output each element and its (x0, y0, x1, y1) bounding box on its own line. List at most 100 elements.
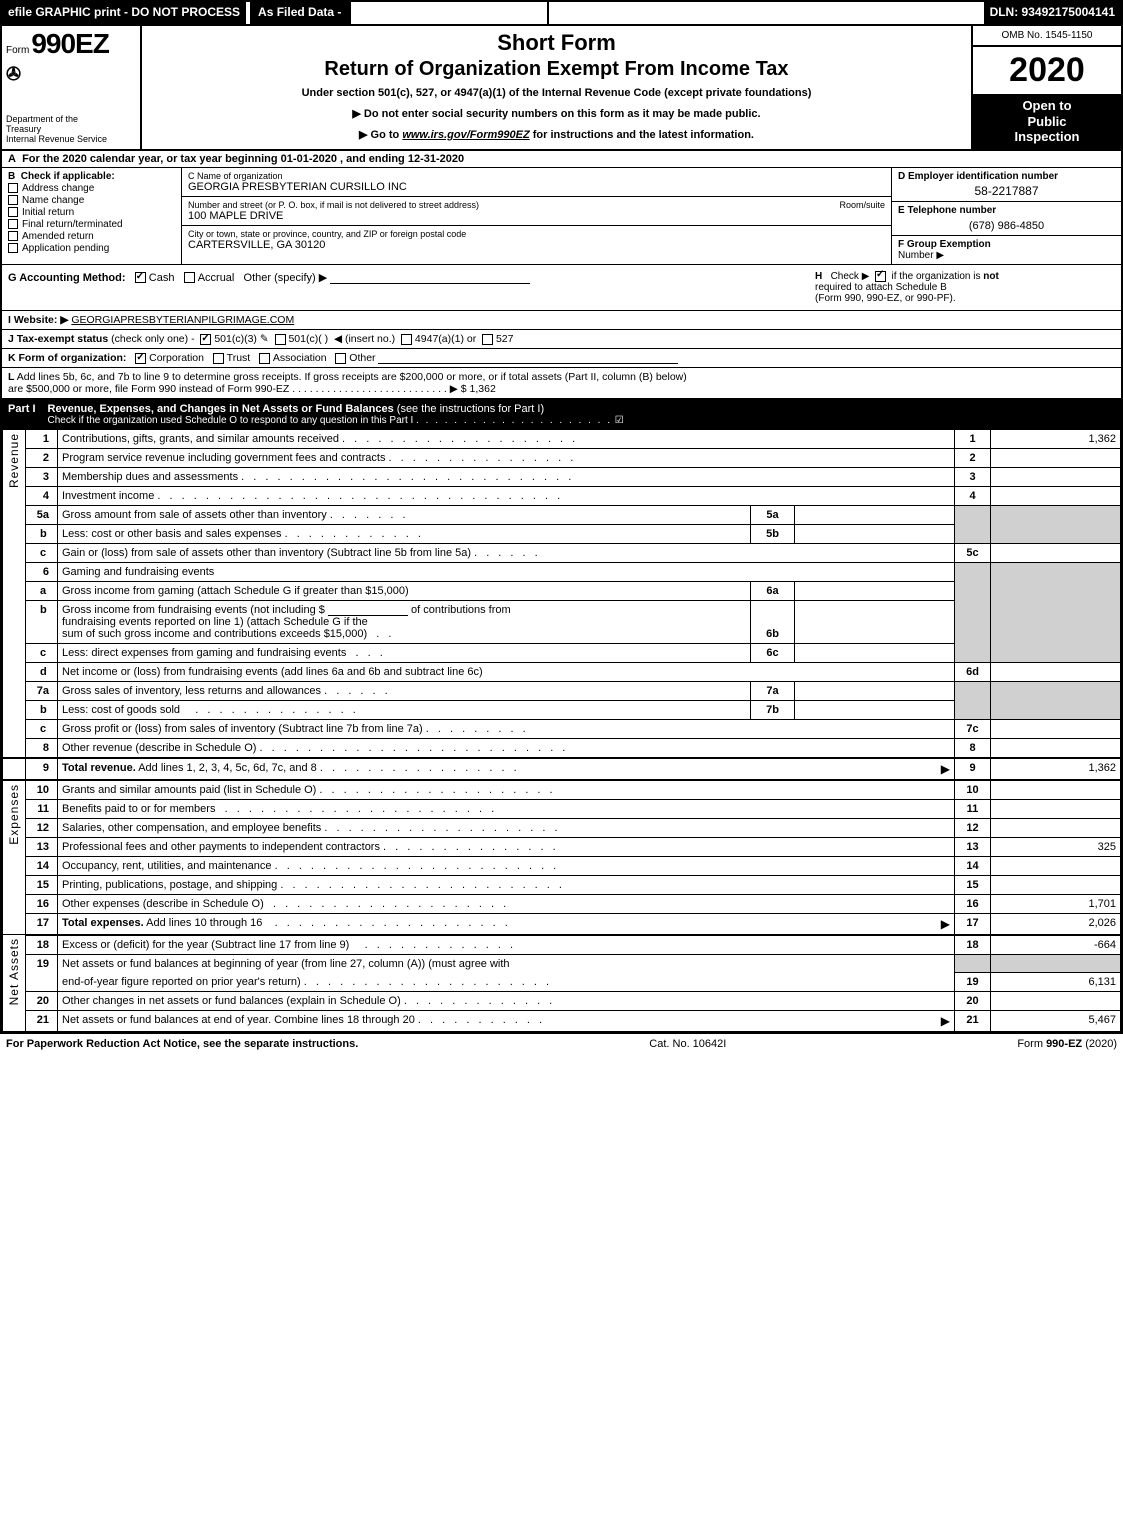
line-a-text: For the 2020 calendar year, or tax year … (22, 153, 464, 165)
line-2: 2 Program service revenue including gove… (3, 448, 1121, 467)
line-a-letter: A (8, 153, 16, 165)
chk-501c3[interactable] (200, 334, 211, 345)
d-label: D Employer identification number (898, 171, 1115, 182)
row-k: K Form of organization: Corporation Trus… (2, 349, 1121, 368)
l6b-blank[interactable] (328, 604, 408, 616)
triangle-icon: ▶ (941, 917, 950, 931)
b-label: B Check if applicable: (8, 171, 175, 182)
c-addr-value: 100 MAPLE DRIVE (188, 210, 885, 222)
part-i-header: Part I Revenue, Expenses, and Changes in… (2, 400, 1121, 429)
g-other-blank[interactable] (330, 272, 530, 284)
b-text: Check if applicable: (21, 171, 115, 182)
part-i-label: Part I (8, 403, 48, 415)
opt: Address change (22, 183, 94, 194)
chk-name-change[interactable]: Name change (8, 195, 175, 206)
footer-right: Form 990-EZ (2020) (1017, 1038, 1117, 1050)
h-line3: (Form 990, 990-EZ, or 990-PF). (815, 293, 956, 304)
g-accrual: Accrual (198, 272, 235, 284)
chk-other-org[interactable] (335, 353, 346, 364)
chk-accrual[interactable] (184, 272, 195, 283)
f-group: F Group Exemption Number ▶ (892, 236, 1121, 264)
opt: Amended return (22, 231, 94, 242)
h-text1: Check ▶ (831, 271, 870, 282)
open-line1: Open to (977, 98, 1117, 114)
lines-table: Revenue 1 Contributions, gifts, grants, … (2, 429, 1121, 1033)
arrow-line-1: ▶ Do not enter social security numbers o… (150, 107, 963, 120)
footer-left: For Paperwork Reduction Act Notice, see … (6, 1038, 358, 1050)
line-17: 17 Total expenses. Add lines 10 through … (3, 913, 1121, 935)
chk-initial-return[interactable]: Initial return (8, 207, 175, 218)
chk-application-pending[interactable]: Application pending (8, 243, 175, 254)
part-i-sub: Check if the organization used Schedule … (48, 415, 1115, 426)
row-l: L Add lines 5b, 6c, and 7b to line 9 to … (2, 368, 1121, 400)
k-other-blank[interactable] (378, 352, 678, 364)
line-6: 6 Gaming and fundraising events (3, 562, 1121, 581)
line-11: 11 Benefits paid to or for members . . .… (3, 799, 1121, 818)
chk-4947[interactable] (401, 334, 412, 345)
c-addr-label: Number and street (or P. O. box, if mail… (188, 200, 885, 210)
chk-final-return[interactable]: Final return/terminated (8, 219, 175, 230)
form-number: Form 990EZ (6, 28, 136, 60)
g-cash: Cash (149, 272, 175, 284)
line-a: A For the 2020 calendar year, or tax yea… (2, 151, 1121, 168)
j-o3: 4947(a)(1) or (415, 333, 476, 345)
line-6d: d Net income or (loss) from fundraising … (3, 662, 1121, 681)
line-12: 12 Salaries, other compensation, and emp… (3, 818, 1121, 837)
part-i-title-wrap: Revenue, Expenses, and Changes in Net As… (48, 403, 1115, 426)
chk-cash[interactable] (135, 272, 146, 283)
footer-center: Cat. No. 10642I (649, 1038, 726, 1050)
j-o4: 527 (496, 333, 514, 345)
l-value: 1,362 (470, 383, 496, 395)
triangle-icon: ▶ (941, 1014, 950, 1028)
chk-amended-return[interactable]: Amended return (8, 231, 175, 242)
line-9: 9 Total revenue. Add lines 1, 2, 3, 4, 5… (3, 758, 1121, 780)
j-label: J Tax-exempt status (8, 333, 108, 345)
line-19a: 19 Net assets or fund balances at beginn… (3, 954, 1121, 973)
chk-h[interactable] (875, 271, 886, 282)
checkbox-icon (8, 219, 18, 229)
side-netassets: Net Assets (3, 935, 26, 1032)
chk-527[interactable] (482, 334, 493, 345)
h-not: not (983, 271, 999, 282)
k-o4: Other (349, 352, 375, 364)
checkbox-icon (8, 195, 18, 205)
side-revenue: Revenue (3, 429, 26, 758)
footer: For Paperwork Reduction Act Notice, see … (0, 1034, 1123, 1054)
chk-association[interactable] (259, 353, 270, 364)
chk-501c[interactable] (275, 334, 286, 345)
part-i-checked: ☑ (615, 415, 624, 426)
j-o1: 501(c)(3) (214, 333, 257, 345)
line-10: Expenses 10 Grants and similar amounts p… (3, 780, 1121, 800)
line-21: 21 Net assets or fund balances at end of… (3, 1011, 1121, 1032)
top-bar: efile GRAPHIC print - DO NOT PROCESS As … (2, 2, 1121, 26)
open-line3: Inspection (977, 129, 1117, 145)
line-6c: c Less: direct expenses from gaming and … (3, 643, 1121, 662)
line-18: Net Assets 18 Excess or (deficit) for th… (3, 935, 1121, 955)
l-text2: are $500,000 or more, file Form 990 inst… (8, 383, 289, 395)
chk-corporation[interactable] (135, 353, 146, 364)
form-990ez: efile GRAPHIC print - DO NOT PROCESS As … (0, 0, 1123, 1034)
checkbox-icon (8, 243, 18, 253)
line-15: 15 Printing, publications, postage, and … (3, 875, 1121, 894)
line-8: 8 Other revenue (describe in Schedule O)… (3, 738, 1121, 758)
c-name-label: C Name of organization (188, 171, 885, 181)
header: Form 990EZ ✇ Department of the Treasury … (2, 26, 1121, 151)
i-label: I Website: ▶ (8, 314, 68, 326)
part-i-paren: (see the instructions for Part I) (397, 403, 544, 415)
line-19b: end-of-year figure reported on prior yea… (3, 973, 1121, 992)
dln-label: DLN: 93492175004141 (984, 2, 1121, 24)
irs-link[interactable]: www.irs.gov/Form990EZ (402, 129, 529, 141)
header-left: Form 990EZ ✇ Department of the Treasury … (2, 26, 142, 149)
g-label: G Accounting Method: (8, 272, 126, 284)
efile-label: efile GRAPHIC print - DO NOT PROCESS (2, 2, 246, 24)
arrow-line-2: ▶ Go to www.irs.gov/Form990EZ for instru… (150, 128, 963, 141)
k-o3: Association (273, 352, 327, 364)
e-phone: E Telephone number (678) 986-4850 (892, 202, 1121, 236)
f-label: F Group Exemption (898, 239, 991, 250)
part-i-sub-dots: . . . . . . . . . . . . . . . . . . . . … (416, 415, 612, 426)
chk-trust[interactable] (213, 353, 224, 364)
omb-number: OMB No. 1545-1150 (973, 26, 1121, 47)
line-1: Revenue 1 Contributions, gifts, grants, … (3, 429, 1121, 448)
chk-address-change[interactable]: Address change (8, 183, 175, 194)
website-link[interactable]: GEORGIAPRESBYTERIANPILGRIMAGE.COM (71, 314, 294, 326)
